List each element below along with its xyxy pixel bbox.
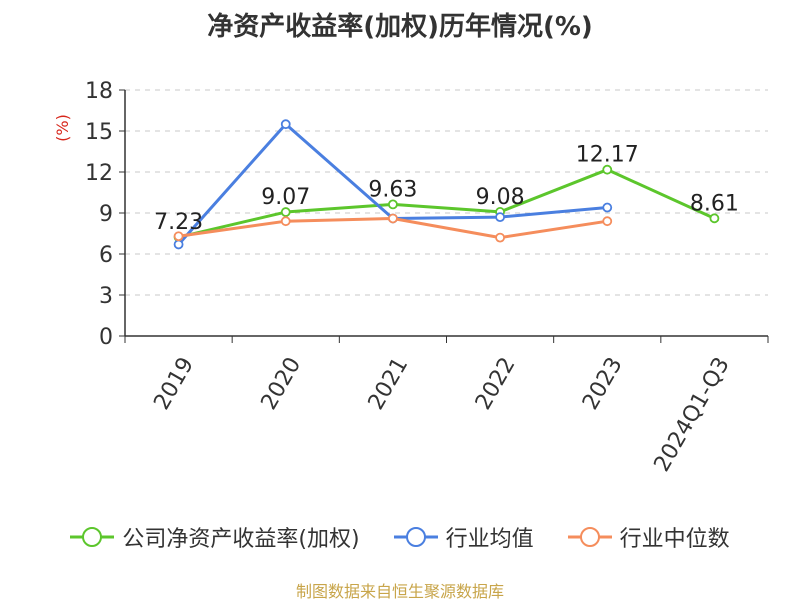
x-tick-label: 2023 — [578, 353, 628, 414]
legend-marker-icon — [393, 527, 438, 547]
data-label: 9.08 — [476, 185, 525, 210]
y-tick-label: 0 — [99, 325, 113, 350]
data-point — [388, 199, 398, 210]
data-point — [495, 232, 505, 243]
chart-title: 净资产收益率(加权)历年情况(%) — [207, 12, 593, 42]
data-point — [388, 213, 398, 224]
legend-item[interactable]: 行业均值 — [393, 521, 534, 553]
data-label: 9.63 — [368, 177, 417, 202]
data-point — [173, 239, 184, 250]
data-label: 12.17 — [576, 143, 639, 168]
data-labels: 7.23 9.07 9.63 9.08 12.17 8.61 — [154, 143, 739, 236]
x-tick-label: 2022 — [471, 353, 521, 414]
data-label: 7.23 — [154, 210, 203, 235]
y-tick-label: 18 — [85, 79, 113, 104]
data-point — [602, 216, 613, 227]
legend-item[interactable]: 行业中位数 — [567, 521, 730, 553]
data-point — [280, 119, 291, 130]
legend: 公司净资产收益率(加权) 行业均值 行业中位数 — [0, 522, 800, 552]
y-tick-label: 3 — [99, 284, 113, 309]
data-label: 8.61 — [690, 191, 739, 216]
legend-marker-icon — [567, 527, 612, 547]
x-tick-label: 2019 — [149, 353, 199, 414]
data-point — [495, 212, 505, 223]
legend-label: 行业中位数 — [619, 527, 730, 552]
x-tick-label: 2024Q1-Q3 — [650, 353, 735, 476]
data-point — [173, 231, 184, 242]
y-tick-label: 9 — [99, 202, 113, 227]
x-tick-label: 2021 — [364, 353, 414, 414]
y-axis-label: (%) — [53, 114, 72, 142]
series-line — [178, 168, 716, 239]
axes: 0 3 6 9 12 15 18 2019 2020 2021 2022 2023 2024Q1-Q3 — [85, 79, 769, 476]
legend-marker-icon — [70, 527, 115, 547]
y-tick-label: 12 — [85, 161, 113, 186]
legend-item[interactable]: 公司净资产收益率(加权) — [70, 521, 360, 553]
x-tick-label: 2020 — [257, 353, 307, 414]
legend-label: 行业均值 — [445, 527, 534, 552]
data-label: 9.07 — [261, 185, 310, 210]
data-point — [709, 213, 720, 224]
data-point — [602, 202, 613, 213]
source-note: 制图数据来自恒生聚源数据库 — [295, 582, 504, 601]
grid-lines — [125, 89, 768, 296]
series-lines — [173, 119, 720, 250]
legend-label: 公司净资产收益率(加权) — [122, 527, 360, 552]
data-point — [280, 207, 291, 217]
data-point — [602, 164, 613, 175]
data-point — [280, 216, 291, 227]
y-tick-label: 15 — [85, 120, 113, 145]
y-tick-label: 6 — [99, 243, 113, 268]
